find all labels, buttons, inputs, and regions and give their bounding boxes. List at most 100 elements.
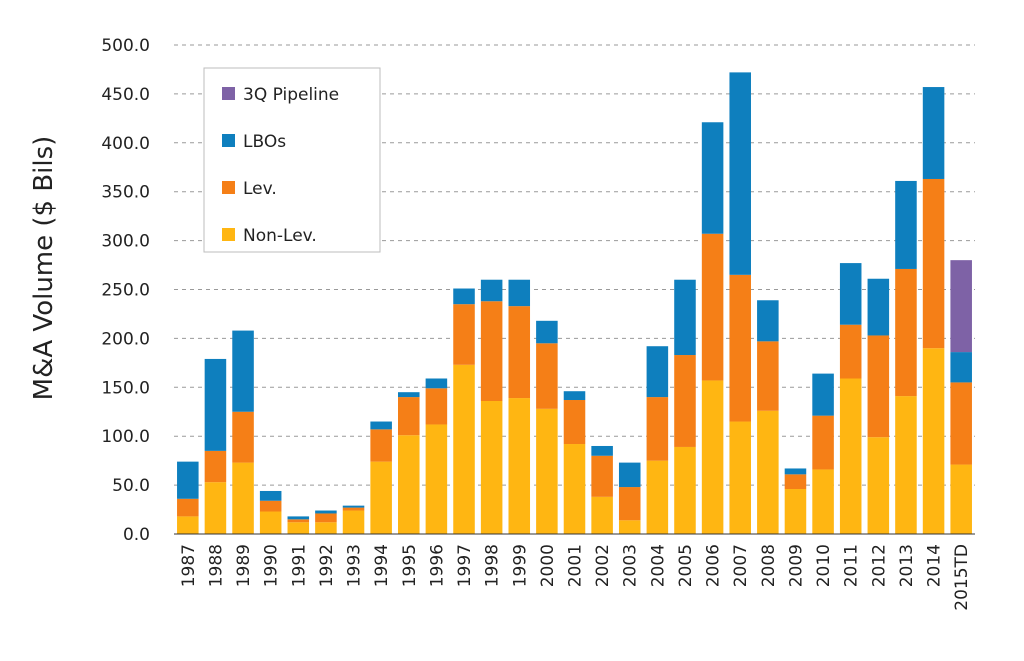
bar-segment-non-lev <box>342 510 365 534</box>
bar-segment-lbos <box>204 358 227 451</box>
axes: 0.0 50.0 100.0 150.0 200.0 250.0 300.0 350.0 400… <box>101 36 975 611</box>
bar-segment-non-lev <box>646 460 669 534</box>
bar-segment-lbos <box>480 279 503 302</box>
x-tick-label: 2010 <box>814 544 834 587</box>
bar-segment-lev <box>370 429 392 462</box>
x-tick-label: 2014 <box>925 544 945 587</box>
bar-segment-lbos <box>536 320 558 344</box>
bar-segment-non-lev <box>370 461 392 534</box>
bar-segment-lev <box>342 507 365 511</box>
bar-segment-non-lev <box>315 522 337 534</box>
x-tick-label: 2005 <box>676 544 696 587</box>
bar-segment-lbos <box>563 391 586 401</box>
bar-segment-lev <box>701 233 724 381</box>
x-tick-label: 2008 <box>759 544 779 587</box>
x-tick-label: 1993 <box>345 544 365 587</box>
bar-segment-non-lev <box>398 435 420 534</box>
bar-segment-non-lev <box>784 489 807 534</box>
bar-segment-lbos <box>398 392 420 398</box>
bar-segment-non-lev <box>839 378 862 534</box>
bar-segment-lbos <box>287 516 310 520</box>
bar-segment-lbos <box>867 278 890 336</box>
x-tick-label: 2015TD <box>952 544 972 611</box>
x-tick-label: 2004 <box>648 544 668 587</box>
bar-segment-lev <box>674 355 696 447</box>
bar-segment-non-lev <box>729 421 751 534</box>
bar-segment-non-lev <box>922 348 945 534</box>
x-tick-label: 1989 <box>234 544 254 587</box>
x-tick-label: 1992 <box>317 544 337 587</box>
bar-segment-non-lev <box>701 380 724 534</box>
bar-segment-lev <box>729 274 751 422</box>
bar-segment-lbos <box>342 505 365 508</box>
bar-segment-non-lev <box>480 400 503 534</box>
legend-label: Lev. <box>243 179 277 199</box>
y-tick-label: 150.0 <box>101 378 150 398</box>
bar-segment-lev <box>757 341 779 411</box>
bar-segment-non-lev <box>259 511 282 534</box>
bar-segment-non-lev <box>812 469 834 534</box>
bar-segment-lbos <box>232 330 254 412</box>
legend: 3Q Pipeline LBOs Lev. Non-Lev. <box>203 67 381 253</box>
x-tick-label: 2003 <box>621 544 641 587</box>
x-tick-label: 1997 <box>455 544 475 587</box>
bar-segment-lbos <box>591 445 613 456</box>
x-tick-label: 2013 <box>897 544 917 587</box>
bar-segment-lbos <box>922 87 945 179</box>
bar-segment-lbos <box>646 346 669 398</box>
x-tick-label: 2012 <box>869 544 889 587</box>
bar-segment-lev <box>398 397 420 436</box>
x-tick-label: 1995 <box>400 544 420 587</box>
y-tick-label: 200.0 <box>101 329 150 349</box>
bar-segment-non-lev <box>950 464 972 534</box>
bar-segment-lbos <box>895 180 917 269</box>
bar-segment-non-lev <box>508 398 531 534</box>
bar-segment-non-lev <box>674 446 696 534</box>
bar-segment-non-lev <box>232 462 254 534</box>
legend-label: LBOs <box>243 132 286 152</box>
y-tick-label: 0.0 <box>123 525 150 545</box>
bar-segment-lev <box>950 382 972 465</box>
bar-segment-3q-pipeline <box>950 260 972 353</box>
bar-segment-lev <box>259 500 282 512</box>
legend-swatch <box>222 181 235 194</box>
bar-segment-non-lev <box>287 522 310 534</box>
bar-segment-lev <box>508 306 531 399</box>
x-tick-label: 1999 <box>510 544 530 587</box>
bar-segment-lev <box>784 474 807 490</box>
bar-segment-lbos <box>453 288 475 305</box>
bar-segment-lbos <box>757 300 779 342</box>
y-tick-label: 100.0 <box>101 427 150 447</box>
y-tick-label: 500.0 <box>101 36 150 56</box>
bar-segment-lbos <box>950 352 972 383</box>
bar-segment-lev <box>315 513 337 523</box>
bar-segment-lbos <box>508 279 531 307</box>
bar-segment-lbos <box>729 72 751 275</box>
x-tick-label: 2000 <box>538 544 558 587</box>
y-tick-label: 250.0 <box>101 281 150 301</box>
bar-segment-lev <box>563 400 586 445</box>
x-tick-label: 2001 <box>566 544 586 587</box>
x-tick-label: 2007 <box>731 544 751 587</box>
bar-segment-lev <box>591 455 613 497</box>
bar-segment-lbos <box>315 510 337 514</box>
bar-segment-lev <box>232 411 254 463</box>
bar-segment-lev <box>453 304 475 365</box>
legend-swatch <box>222 228 235 241</box>
bar-segment-lev <box>922 178 945 349</box>
bar-segment-lbos <box>259 490 282 501</box>
x-tick-label: 1994 <box>372 544 392 587</box>
bar-segment-non-lev <box>536 408 558 534</box>
bar-segment-lev <box>287 519 310 523</box>
bar-segment-non-lev <box>867 437 890 534</box>
legend-swatch <box>222 87 235 100</box>
bar-segment-lev <box>480 301 503 401</box>
bar-segment-lbos <box>425 378 448 389</box>
legend-swatch <box>222 134 235 147</box>
bar-segment-lev <box>204 450 227 483</box>
x-tick-label: 2011 <box>842 544 862 587</box>
bar-segment-non-lev <box>591 496 613 534</box>
bar-segment-non-lev <box>618 520 641 534</box>
